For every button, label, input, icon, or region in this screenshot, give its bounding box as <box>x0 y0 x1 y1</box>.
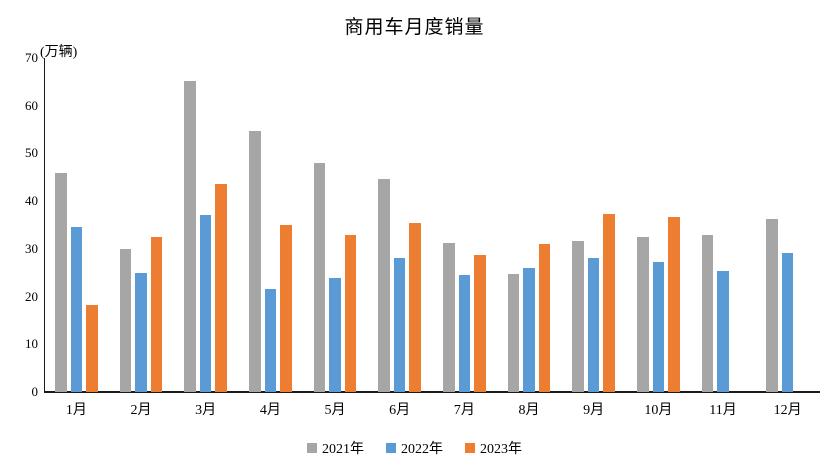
x-axis-category-label: 3月 <box>195 403 217 418</box>
bar-2021年-3月 <box>184 80 196 392</box>
y-axis-tick-label: 20 <box>25 288 38 304</box>
bar-2023年-8月 <box>538 243 551 392</box>
x-axis-category-label: 10月 <box>644 403 673 418</box>
bar-2022年-9月 <box>587 258 600 392</box>
bar-2021年-5月 <box>313 162 326 392</box>
x-axis-category-label: 2月 <box>130 403 152 418</box>
bar-2021年-11月 <box>701 234 714 392</box>
bar-2021年-9月 <box>572 240 584 392</box>
legend-item-2023年: 2023年 <box>465 438 522 458</box>
bar-2022年-7月 <box>458 274 471 392</box>
bar-2022年-6月 <box>393 257 406 392</box>
bar-2022年-2月 <box>135 272 147 392</box>
x-axis-category-label: 9月 <box>583 403 605 418</box>
bar-2021年-7月 <box>443 243 455 392</box>
x-axis-category-label: 4月 <box>259 403 281 418</box>
bar-2022年-4月 <box>264 288 277 392</box>
bar-2022年-10月 <box>652 262 665 392</box>
x-axis-category-label: 12月 <box>773 403 802 418</box>
legend-label: 2023年 <box>480 442 522 457</box>
x-axis-category-label: 5月 <box>324 403 346 418</box>
bar-2021年-4月 <box>249 130 261 392</box>
bar-2021年-1月 <box>55 172 67 392</box>
legend-swatch-icon <box>465 443 475 453</box>
x-axis-category-label: 7月 <box>453 403 475 418</box>
bar-2023年-5月 <box>344 234 357 392</box>
bar-2022年-1月 <box>70 227 83 392</box>
y-axis-unit-label: (万辆) <box>40 45 78 60</box>
x-axis-category-label: 8月 <box>518 403 540 418</box>
legend-item-2022年: 2022年 <box>386 438 443 458</box>
y-axis-tick-label: 30 <box>25 240 38 256</box>
legend-label: 2022年 <box>401 442 443 457</box>
bar-2023年-1月 <box>86 305 98 392</box>
bar-2023年-9月 <box>603 214 615 392</box>
legend-swatch-icon <box>386 443 396 453</box>
x-axis-category-label: 1月 <box>65 403 87 418</box>
x-axis-category-label: 11月 <box>709 403 737 418</box>
y-axis-line <box>44 58 45 392</box>
y-axis-tick-label: 70 <box>25 50 38 65</box>
bar-2023年-7月 <box>474 254 486 392</box>
bar-2023年-3月 <box>215 184 227 392</box>
bar-2023年-6月 <box>409 222 421 392</box>
legend-swatch-icon <box>307 443 317 453</box>
bar-2022年-12月 <box>781 253 794 392</box>
bar-2022年-11月 <box>717 271 729 392</box>
bar-2021年-12月 <box>766 218 778 392</box>
y-axis-tick-label: 0 <box>31 384 39 399</box>
bar-2022年-3月 <box>199 215 212 392</box>
x-axis-category-label: 6月 <box>389 403 411 418</box>
bar-2021年-10月 <box>637 236 649 392</box>
y-axis-tick-label: 40 <box>25 193 38 209</box>
plot-area <box>44 58 820 393</box>
bar-2022年-5月 <box>329 277 341 392</box>
bar-2023年-4月 <box>280 225 292 392</box>
bar-2021年-6月 <box>378 179 390 392</box>
y-axis-tick-label: 50 <box>25 145 38 161</box>
bar-2021年-2月 <box>119 249 132 392</box>
legend-item-2021年: 2021年 <box>307 438 364 458</box>
chart-title: 商用车月度销量 <box>344 17 485 38</box>
legend-label: 2021年 <box>322 442 364 457</box>
y-axis-tick-label: 10 <box>25 336 38 352</box>
x-axis-line <box>44 391 820 393</box>
bar-2023年-10月 <box>668 217 680 392</box>
bar-2021年-8月 <box>507 273 520 392</box>
bar-2023年-2月 <box>150 237 163 392</box>
chart-legend: 2021年 2022年 2023年 <box>0 438 829 458</box>
y-axis-tick-label: 60 <box>25 97 38 113</box>
bar-2022年-8月 <box>523 268 535 392</box>
